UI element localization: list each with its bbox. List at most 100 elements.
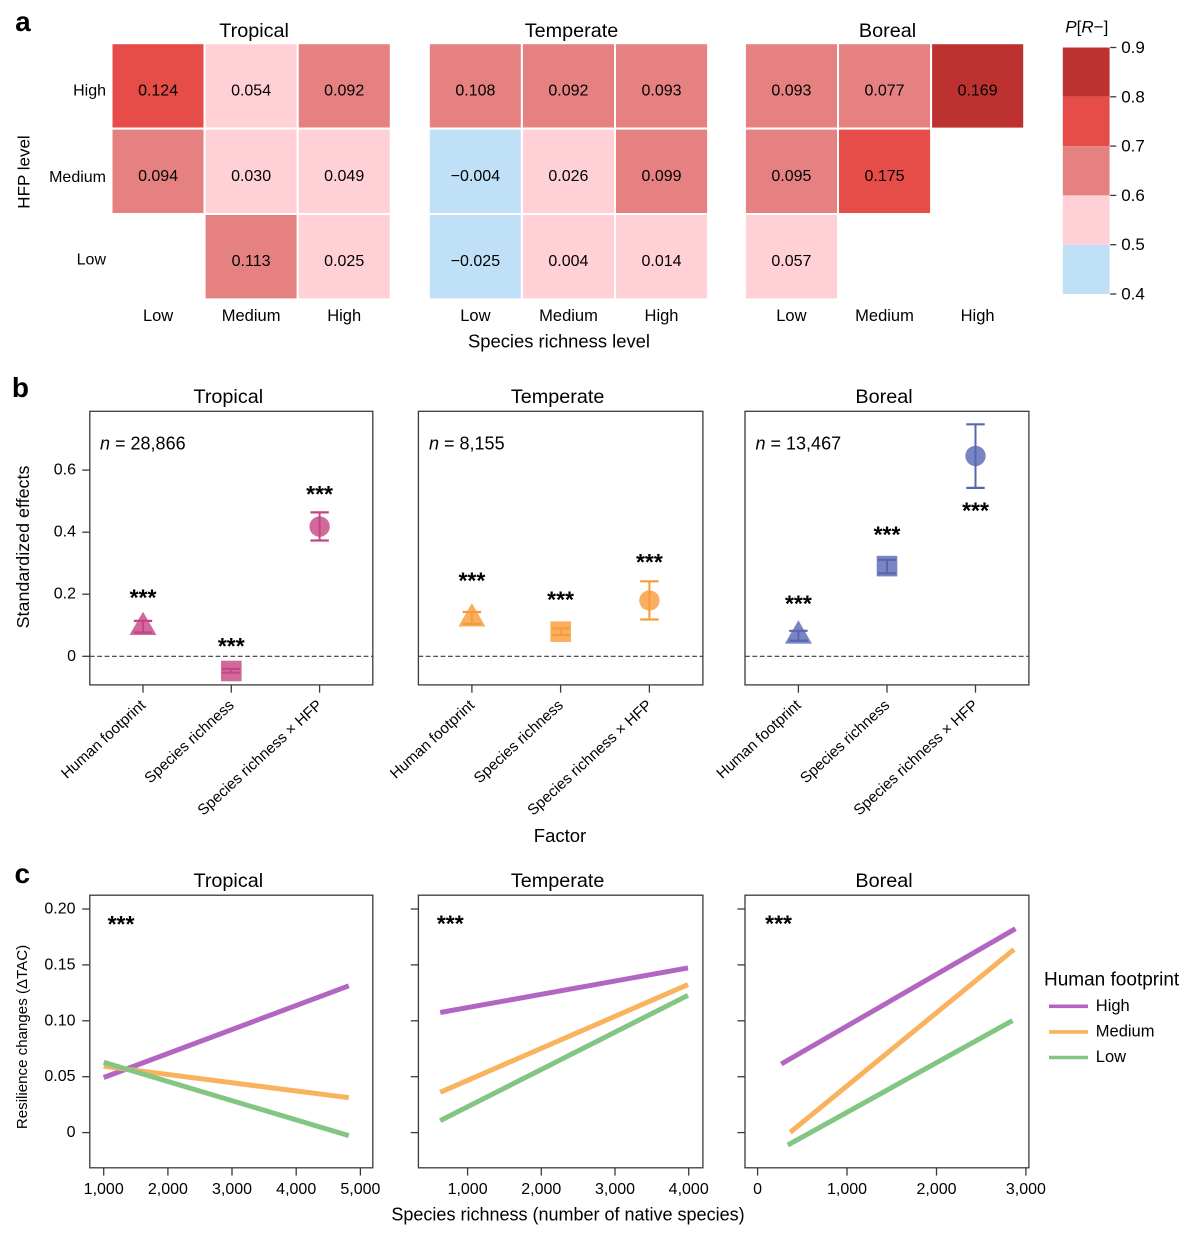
svg-text:0.113: 0.113: [232, 253, 271, 270]
svg-text:Temperate: Temperate: [511, 386, 604, 408]
svg-text:0.099: 0.099: [641, 168, 681, 185]
svg-text:0.2: 0.2: [54, 586, 76, 603]
svg-text:***: ***: [130, 584, 157, 610]
svg-text:0.4: 0.4: [54, 524, 76, 541]
svg-text:HFP level: HFP level: [15, 135, 34, 208]
svg-text:0.077: 0.077: [864, 82, 904, 99]
svg-text:Temperate: Temperate: [525, 20, 618, 42]
svg-text:0.9: 0.9: [1121, 38, 1145, 57]
svg-text:4,000: 4,000: [276, 1181, 316, 1198]
svg-text:Low: Low: [143, 307, 173, 325]
svg-text:0.5: 0.5: [1121, 235, 1145, 254]
svg-text:0.093: 0.093: [771, 82, 811, 99]
svg-text:5,000: 5,000: [340, 1181, 380, 1198]
svg-text:2,000: 2,000: [916, 1181, 956, 1198]
svg-text:n = 28,866: n = 28,866: [100, 434, 186, 454]
svg-text:***: ***: [874, 522, 901, 548]
svg-text:0.049: 0.049: [324, 168, 364, 185]
svg-text:1,000: 1,000: [827, 1181, 867, 1198]
svg-text:***: ***: [218, 633, 245, 659]
svg-text:3,000: 3,000: [1006, 1181, 1046, 1198]
svg-text:2,000: 2,000: [148, 1181, 188, 1198]
svg-text:High: High: [1096, 997, 1130, 1015]
svg-text:0.092: 0.092: [324, 82, 364, 99]
svg-text:***: ***: [785, 590, 812, 616]
svg-text:0.057: 0.057: [771, 253, 811, 270]
svg-text:Tropical: Tropical: [219, 20, 289, 42]
svg-text:0.10: 0.10: [44, 1012, 75, 1029]
svg-text:Temperate: Temperate: [511, 870, 604, 892]
svg-text:0.7: 0.7: [1121, 137, 1145, 156]
svg-text:0.4: 0.4: [1121, 285, 1145, 304]
svg-text:Low: Low: [460, 307, 490, 325]
svg-text:High: High: [327, 307, 361, 325]
svg-text:a: a: [15, 6, 31, 37]
svg-text:0.124: 0.124: [138, 82, 178, 99]
svg-text:Boreal: Boreal: [855, 870, 912, 892]
svg-text:0.15: 0.15: [44, 956, 75, 973]
svg-text:0.094: 0.094: [138, 168, 178, 185]
svg-text:−0.004: −0.004: [451, 168, 500, 185]
svg-text:b: b: [12, 372, 29, 403]
svg-text:0.095: 0.095: [771, 168, 811, 185]
svg-text:Human footprint: Human footprint: [1044, 970, 1180, 991]
svg-text:***: ***: [765, 911, 792, 937]
svg-text:***: ***: [458, 567, 485, 593]
svg-text:0.092: 0.092: [548, 82, 588, 99]
svg-text:Medium: Medium: [855, 307, 914, 325]
svg-text:3,000: 3,000: [212, 1181, 252, 1198]
svg-text:0.6: 0.6: [1121, 186, 1145, 205]
svg-text:0.025: 0.025: [324, 253, 364, 270]
svg-text:3,000: 3,000: [595, 1181, 635, 1198]
svg-text:Medium: Medium: [222, 307, 281, 325]
svg-text:0.093: 0.093: [641, 82, 681, 99]
svg-text:0.108: 0.108: [455, 82, 495, 99]
svg-text:Boreal: Boreal: [855, 386, 912, 408]
svg-text:Low: Low: [1096, 1048, 1126, 1066]
svg-text:0: 0: [753, 1181, 762, 1198]
svg-text:Medium: Medium: [49, 169, 106, 186]
svg-text:***: ***: [962, 498, 989, 524]
svg-text:P[R−]: P[R−]: [1065, 18, 1108, 37]
svg-text:Species richness level: Species richness level: [468, 331, 650, 352]
svg-text:High: High: [73, 82, 106, 99]
svg-text:***: ***: [547, 587, 574, 613]
svg-text:c: c: [15, 858, 31, 889]
svg-text:Low: Low: [77, 252, 107, 269]
svg-text:n = 13,467: n = 13,467: [756, 434, 842, 454]
svg-text:Medium: Medium: [539, 307, 598, 325]
svg-text:Low: Low: [776, 307, 806, 325]
svg-text:1,000: 1,000: [448, 1181, 488, 1198]
svg-text:Tropical: Tropical: [193, 870, 263, 892]
svg-text:0.175: 0.175: [864, 168, 904, 185]
svg-text:Boreal: Boreal: [859, 20, 916, 42]
svg-text:−0.025: −0.025: [451, 253, 500, 270]
svg-text:0.20: 0.20: [44, 901, 75, 918]
svg-text:0.004: 0.004: [548, 253, 588, 270]
svg-text:0.030: 0.030: [231, 168, 271, 185]
svg-text:***: ***: [306, 481, 333, 507]
svg-text:Species richness (number of na: Species richness (number of native speci…: [391, 1205, 744, 1225]
svg-text:Resilience changes (ΔTAC): Resilience changes (ΔTAC): [14, 945, 31, 1129]
svg-text:Medium: Medium: [1096, 1023, 1155, 1041]
svg-text:Factor: Factor: [534, 825, 586, 846]
svg-text:0.6: 0.6: [54, 462, 76, 479]
svg-text:0.169: 0.169: [958, 82, 998, 99]
svg-text:***: ***: [636, 549, 663, 575]
svg-text:0.8: 0.8: [1121, 87, 1145, 106]
svg-text:***: ***: [108, 911, 135, 937]
svg-text:Standardized effects: Standardized effects: [13, 466, 33, 629]
svg-text:4,000: 4,000: [669, 1181, 709, 1198]
svg-text:Tropical: Tropical: [193, 386, 263, 408]
svg-text:High: High: [961, 307, 995, 325]
svg-text:0: 0: [67, 1124, 76, 1141]
svg-text:0.054: 0.054: [231, 82, 271, 99]
svg-text:n = 8,155: n = 8,155: [429, 434, 505, 454]
svg-text:***: ***: [437, 910, 464, 936]
svg-text:0.014: 0.014: [641, 253, 681, 270]
svg-text:0.05: 0.05: [44, 1068, 75, 1085]
svg-text:2,000: 2,000: [521, 1181, 561, 1198]
svg-text:1,000: 1,000: [84, 1181, 124, 1198]
svg-text:0: 0: [67, 648, 76, 665]
svg-text:0.026: 0.026: [548, 168, 588, 185]
